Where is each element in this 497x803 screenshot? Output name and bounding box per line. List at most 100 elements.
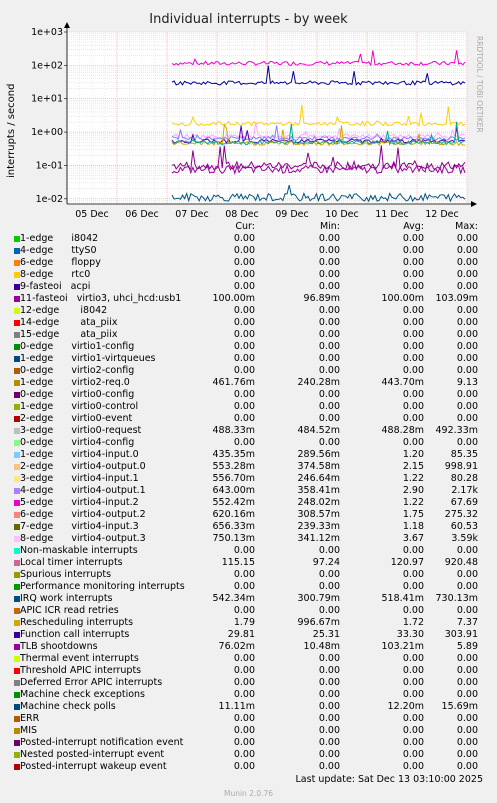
legend-avg-value: 1.72 <box>402 617 424 628</box>
legend-swatch <box>14 296 20 302</box>
legend-swatch <box>14 644 20 650</box>
legend-series-name: 3-edge virtio0-request <box>20 425 142 436</box>
legend-min-value: 10.48m <box>303 641 340 652</box>
legend-avg-value: 120.97 <box>390 557 424 568</box>
legend-row: Posted-interrupt notification event 0.00 0… <box>0 737 497 749</box>
legend-row: APIC ICR read retries 0.00 0.00 0.00 0.00 <box>0 605 497 617</box>
legend-swatch <box>14 704 20 710</box>
legend-avg-value: 0.00 <box>402 401 424 412</box>
legend-max-value: 492.33m <box>435 425 479 436</box>
legend-avg-value: 1.22 <box>402 473 424 484</box>
legend-max-value: 0.00 <box>456 605 478 616</box>
legend-cur-value: 553.28m <box>212 461 256 472</box>
legend-row: 11-fasteoi virtio3, uhci_hcd:usb1 100.00m… <box>0 293 497 305</box>
legend-cur-value: 0.00 <box>233 389 255 400</box>
legend-row: Posted-interrupt wakeup event 0.00 0.00 0.0… <box>0 761 497 773</box>
legend-avg-value: 1.75 <box>402 509 424 520</box>
legend-max-value: 920.48 <box>444 557 478 568</box>
legend-max-value: 0.00 <box>456 569 478 580</box>
legend-min-value: 0.00 <box>318 653 340 664</box>
legend-avg-value: 100.00m <box>381 293 425 304</box>
legend-series-name: ERR <box>20 713 40 724</box>
legend-cur-value: 0.00 <box>233 725 255 736</box>
legend-swatch <box>14 260 20 266</box>
legend-series-name: Non-maskable interrupts <box>20 545 138 556</box>
legend-series-name: 8-edge rtc0 <box>20 269 91 280</box>
legend-min-value: 341.12m <box>297 533 341 544</box>
legend-row: 6-edge floppy 0.00 0.00 0.00 0.00 <box>0 257 497 269</box>
legend-avg-value: 0.00 <box>402 341 424 352</box>
legend-series-name: IRQ work interrupts <box>20 593 113 604</box>
legend-max-value: 0.00 <box>456 233 478 244</box>
series-line <box>171 104 466 127</box>
y-tick-labels: 1e-02 1e-01 1e+00 1e+01 1e+02 1e+03 <box>31 27 63 205</box>
legend-row: 2-edge virtio0-event 0.00 0.00 0.00 0.00 <box>0 413 497 425</box>
legend-swatch <box>14 680 20 686</box>
legend-max-value: 0.00 <box>456 317 478 328</box>
legend-min-value: 0.00 <box>318 737 340 748</box>
legend-cur-value: 0.00 <box>233 689 255 700</box>
legend-row: 5-edge virtio4-input.2 552.42m 248.02m 1.22… <box>0 497 497 509</box>
legend-series-name: Thermal event interrupts <box>20 653 139 664</box>
legend-cur-value: 0.00 <box>233 305 255 316</box>
legend-max-value: 303.91 <box>444 629 478 640</box>
legend-row: 4-edge virtio4-output.1 643.00m 358.41m 2.9… <box>0 485 497 497</box>
y-tick-label: 1e+02 <box>31 60 63 71</box>
legend-swatch <box>14 440 20 446</box>
legend-max-value: 0.00 <box>456 713 478 724</box>
legend-max-value: 275.32 <box>444 509 478 520</box>
legend-cur-value: 1.79 <box>233 617 255 628</box>
legend-swatch <box>14 428 20 434</box>
series-line <box>171 145 466 171</box>
interrupts-chart: 1e-02 1e-01 1e+00 1e+01 1e+02 1e+03 05 Dec 06 … <box>31 22 477 220</box>
legend-cur-value: 0.00 <box>233 545 255 556</box>
legend-cur-value: 0.00 <box>233 257 255 268</box>
legend-row: 6-edge virtio4-output.2 620.16m 308.57m 1.7… <box>0 509 497 521</box>
legend-avg-value: 0.00 <box>402 413 424 424</box>
legend-series-name: MIS <box>20 725 38 736</box>
legend-min-value: 374.58m <box>297 461 341 472</box>
legend-row: Rescheduling interrupts 1.79 996.67m 1.72 7.… <box>0 617 497 629</box>
legend-swatch <box>14 464 20 470</box>
legend-cur-value: 461.76m <box>212 377 256 388</box>
legend-avg-value: 0.00 <box>402 437 424 448</box>
legend-header: Cur: Min: Avg: Max: <box>0 221 497 233</box>
legend-min-value: 97.24 <box>312 557 340 568</box>
legend-swatch <box>14 344 20 350</box>
legend-min-value: 484.52m <box>297 425 341 436</box>
legend-cur-value: 0.00 <box>233 653 255 664</box>
legend-max-value: 0.00 <box>456 305 478 316</box>
legend-swatch <box>14 572 20 578</box>
legend-min-value: 0.00 <box>318 665 340 676</box>
legend-avg-value: 33.30 <box>396 629 424 640</box>
legend-row: 3-edge virtio4-input.1 556.70m 246.64m 1.22… <box>0 473 497 485</box>
legend-max-value: 0.00 <box>456 437 478 448</box>
series-line <box>171 65 466 86</box>
legend-row: Nested posted-interrupt event 0.00 0.00 0.0… <box>0 749 497 761</box>
legend-avg-value: 103.21m <box>381 641 425 652</box>
legend-series-name: 0-edge virtio0-config <box>20 389 135 400</box>
legend-max-value: 0.00 <box>456 401 478 412</box>
legend-max-value: 103.09m <box>435 293 479 304</box>
legend-cur-value: 488.33m <box>212 425 256 436</box>
legend-row: Deferred Error APIC interrupts 0.00 0.00 0.… <box>0 677 497 689</box>
legend-min-value: 0.00 <box>318 353 340 364</box>
legend-min-value: 240.28m <box>297 377 341 388</box>
legend-series-name: Posted-interrupt wakeup event <box>20 761 167 772</box>
legend-min-value: 0.00 <box>318 545 340 556</box>
legend-max-value: 0.00 <box>456 677 478 688</box>
legend-series-name: Threshold APIC interrupts <box>20 665 142 676</box>
legend-avg-value: 0.00 <box>402 581 424 592</box>
legend-min-value: 0.00 <box>318 581 340 592</box>
legend-row: MIS 0.00 0.00 0.00 0.00 <box>0 725 497 737</box>
legend-max-value: 0.00 <box>456 365 478 376</box>
y-tick-label: 1e+03 <box>31 27 63 38</box>
series-line <box>171 122 466 140</box>
legend-row: TLB shootdowns 76.02m 10.48m 103.21m 5.89 <box>0 641 497 653</box>
y-tick-label: 1e-01 <box>36 160 63 171</box>
legend-cur-value: 0.00 <box>233 281 255 292</box>
legend-row: 4-edge ttyS0 0.00 0.00 0.00 0.00 <box>0 245 497 257</box>
legend-avg-value: 0.00 <box>402 689 424 700</box>
legend-row: 9-fasteoi acpi 0.00 0.00 0.00 0.00 <box>0 281 497 293</box>
legend-swatch <box>14 476 20 482</box>
